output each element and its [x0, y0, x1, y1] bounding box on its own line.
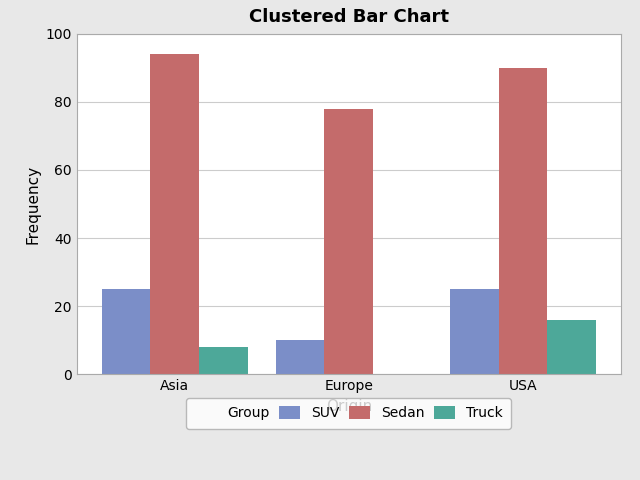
- Legend: Group, SUV, Sedan, Truck: Group, SUV, Sedan, Truck: [186, 398, 511, 429]
- Bar: [102, 289, 150, 374]
- Bar: [324, 108, 373, 374]
- X-axis label: Origin: Origin: [326, 399, 372, 414]
- Bar: [450, 289, 499, 374]
- Y-axis label: Frequency: Frequency: [25, 165, 40, 243]
- Bar: [547, 320, 596, 374]
- Bar: [199, 347, 248, 374]
- Bar: [499, 68, 547, 374]
- Bar: [276, 340, 324, 374]
- Bar: [150, 54, 199, 374]
- Title: Clustered Bar Chart: Clustered Bar Chart: [249, 9, 449, 26]
